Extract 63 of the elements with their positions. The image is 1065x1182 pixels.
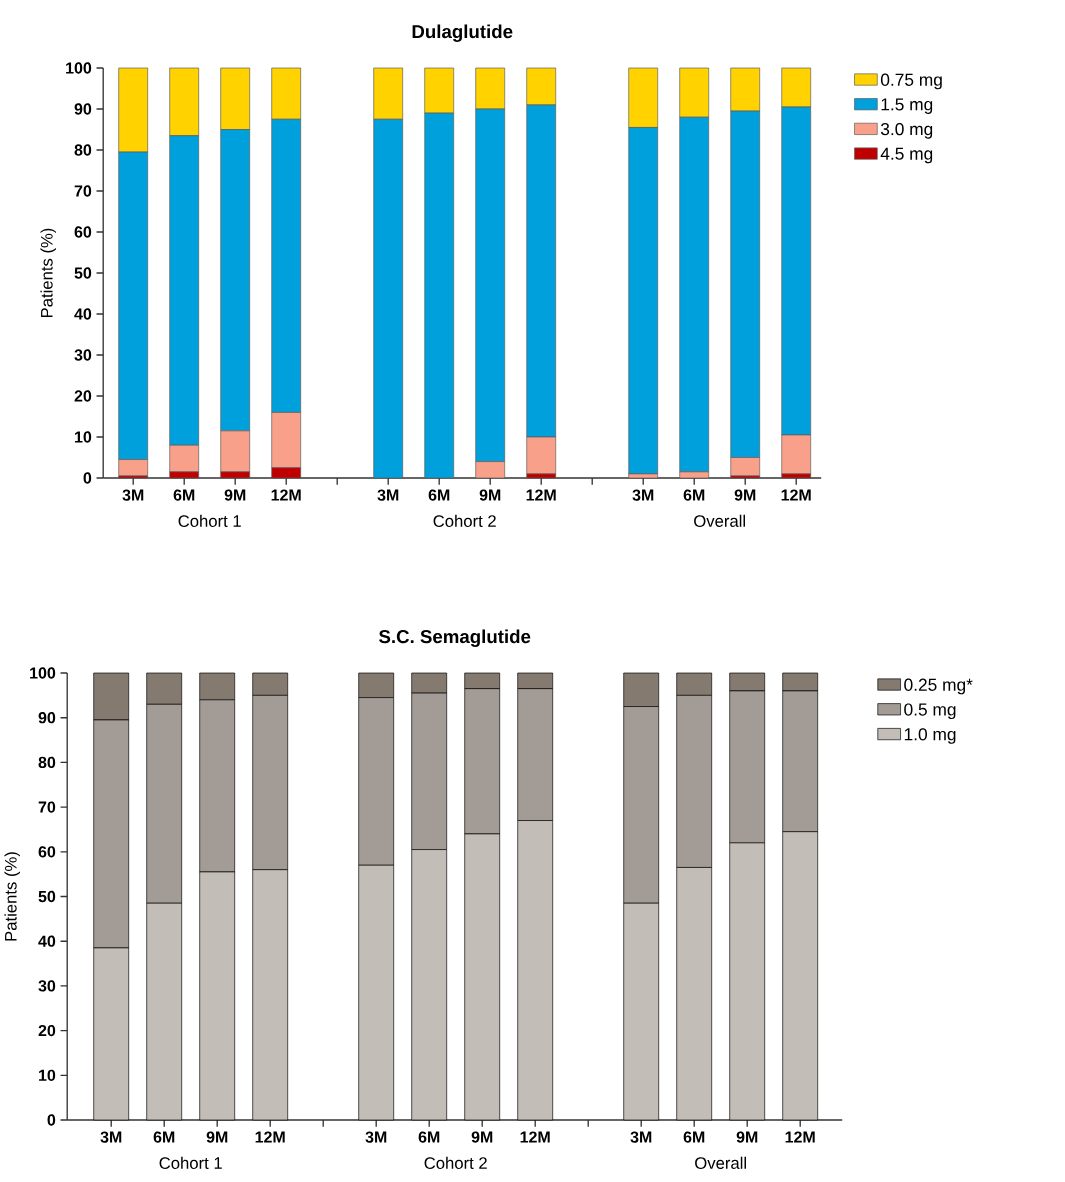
x-tick-label: 9M [471,1131,493,1143]
chart-title: S.C. Semaglutide [378,629,531,647]
legend-label: 3.0 mg [880,122,933,139]
x-tick-label: 6M [418,1131,440,1143]
y-tick-label: 60 [74,226,92,238]
x-tick-label: 9M [206,1131,228,1143]
y-tick-label: 50 [74,267,92,279]
chart-title: Dulaglutide [412,24,513,42]
y-tick-label: 100 [30,667,56,679]
y-tick-label: 30 [74,349,92,361]
y-axis-title: Patients (%) [40,228,56,318]
legend-label: 4.5 mg [880,147,933,164]
x-tick-label: 12M [520,1131,550,1143]
text: Cohort 1 [178,514,241,527]
y-tick-label: 10 [74,431,92,443]
x-tick-label: 6M [683,1131,705,1143]
legend-label: 0.75 mg [880,73,942,90]
y-tick-label: 60 [38,846,56,858]
x-tick-label: 3M [122,489,144,501]
x-tick-label: 9M [734,489,756,501]
y-tick-label: 100 [66,62,92,74]
x-tick-label: 3M [632,489,654,501]
x-tick-label: 12M [271,489,301,501]
y-tick-label: 10 [38,1069,56,1081]
x-tick-label: 9M [479,489,501,501]
y-tick-label: 40 [38,935,56,947]
x-tick-label: 9M [224,489,246,501]
legend-label: 0.25 mg* [904,678,973,695]
y-tick-label: 0 [47,1114,56,1126]
x-tick-label: 6M [428,489,450,501]
legend-label: 0.5 mg [904,703,956,720]
x-tick-label: 12M [781,489,811,501]
x-tick-label: 12M [785,1131,815,1143]
y-tick-label: 0 [83,472,92,484]
y-tick-label: 20 [74,390,92,402]
text: Cohort 2 [424,1156,487,1169]
legend-label: 1.5 mg [881,98,933,114]
text: Overall [695,1156,746,1169]
x-tick-label: 12M [255,1131,285,1143]
x-tick-label: 3M [630,1131,652,1143]
y-tick-label: 80 [38,756,56,769]
x-tick-label: 9M [736,1131,758,1143]
x-tick-label: 3M [377,489,399,501]
y-tick-label: 40 [74,308,92,320]
y-tick-label: 20 [38,1024,56,1037]
text: Overall [694,514,745,527]
y-tick-label: 80 [74,144,92,156]
text: Cohort 1 [159,1156,222,1169]
y-axis-title: Patients (%) [4,852,20,941]
x-tick-label: 6M [683,489,705,501]
x-tick-label: 6M [153,1131,175,1143]
x-tick-label: 6M [173,489,195,501]
y-tick-label: 70 [38,801,56,813]
y-tick-label: 50 [38,890,56,903]
x-tick-label: 3M [365,1131,387,1143]
y-tick-label: 90 [38,712,56,724]
y-tick-label: 30 [38,980,56,992]
legend-label: 1.0 mg [904,728,956,744]
x-tick-label: 12M [526,489,556,501]
text: Cohort 2 [433,514,496,527]
y-tick-label: 70 [74,185,92,197]
y-tick-label: 90 [74,103,92,115]
x-tick-label: 3M [100,1131,122,1143]
